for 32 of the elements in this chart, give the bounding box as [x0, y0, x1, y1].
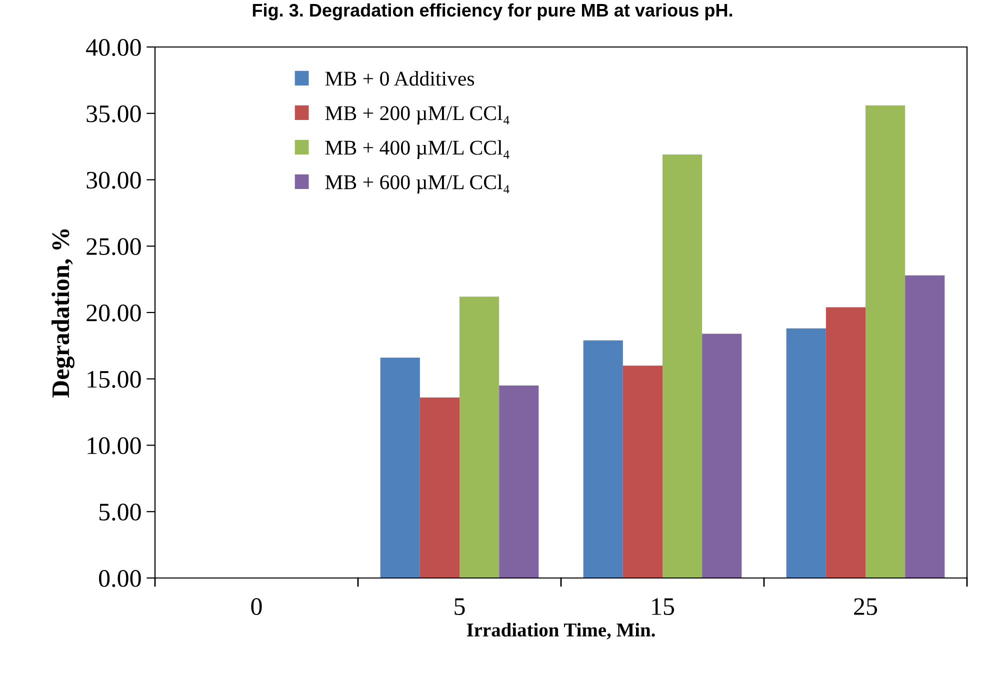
- y-tick-label: 35.00: [86, 105, 141, 122]
- y-axis-title: Degradation, %: [52, 229, 74, 398]
- bar: [702, 334, 742, 578]
- legend-label: MB + 0 Additives: [325, 71, 474, 86]
- bar: [622, 366, 662, 578]
- bar: [826, 307, 866, 578]
- bar: [420, 397, 460, 578]
- x-tick-label: 15: [652, 598, 674, 616]
- bar: [460, 296, 500, 578]
- bar: [786, 328, 826, 578]
- x-tick-label: 25: [854, 598, 878, 616]
- bar: [380, 358, 420, 578]
- y-tick-label: 5.00: [100, 504, 141, 521]
- y-tick-label: 0.00: [99, 570, 141, 588]
- x-tick-label: 0: [251, 598, 262, 616]
- y-tick-label: 10.00: [88, 437, 141, 454]
- y-tick-label: 15.00: [88, 370, 141, 388]
- y-tick-label: 20.00: [86, 304, 141, 322]
- legend-label: MB + 400 µM/L CCl₄: [325, 140, 510, 159]
- legend-label: MB + 600 µM/L CCl₄: [325, 174, 510, 194]
- y-tick-label: 40.00: [86, 39, 141, 56]
- y-tick-label: 30.00: [86, 172, 141, 189]
- legend-label: MB + 200 µM/L CCl₄: [325, 106, 510, 124]
- bar: [866, 105, 906, 578]
- y-tick-label: 25.00: [86, 238, 141, 256]
- x-tick-label: 5: [454, 598, 465, 616]
- bar: [905, 275, 945, 578]
- bar: [499, 386, 539, 578]
- bar: [583, 340, 623, 578]
- bar: [662, 154, 702, 578]
- x-axis-title: Irradiation Time, Min.: [466, 622, 655, 640]
- chart-title: Fig. 3. Degradation efficiency for pure MB at various pH.: [252, 3, 732, 20]
